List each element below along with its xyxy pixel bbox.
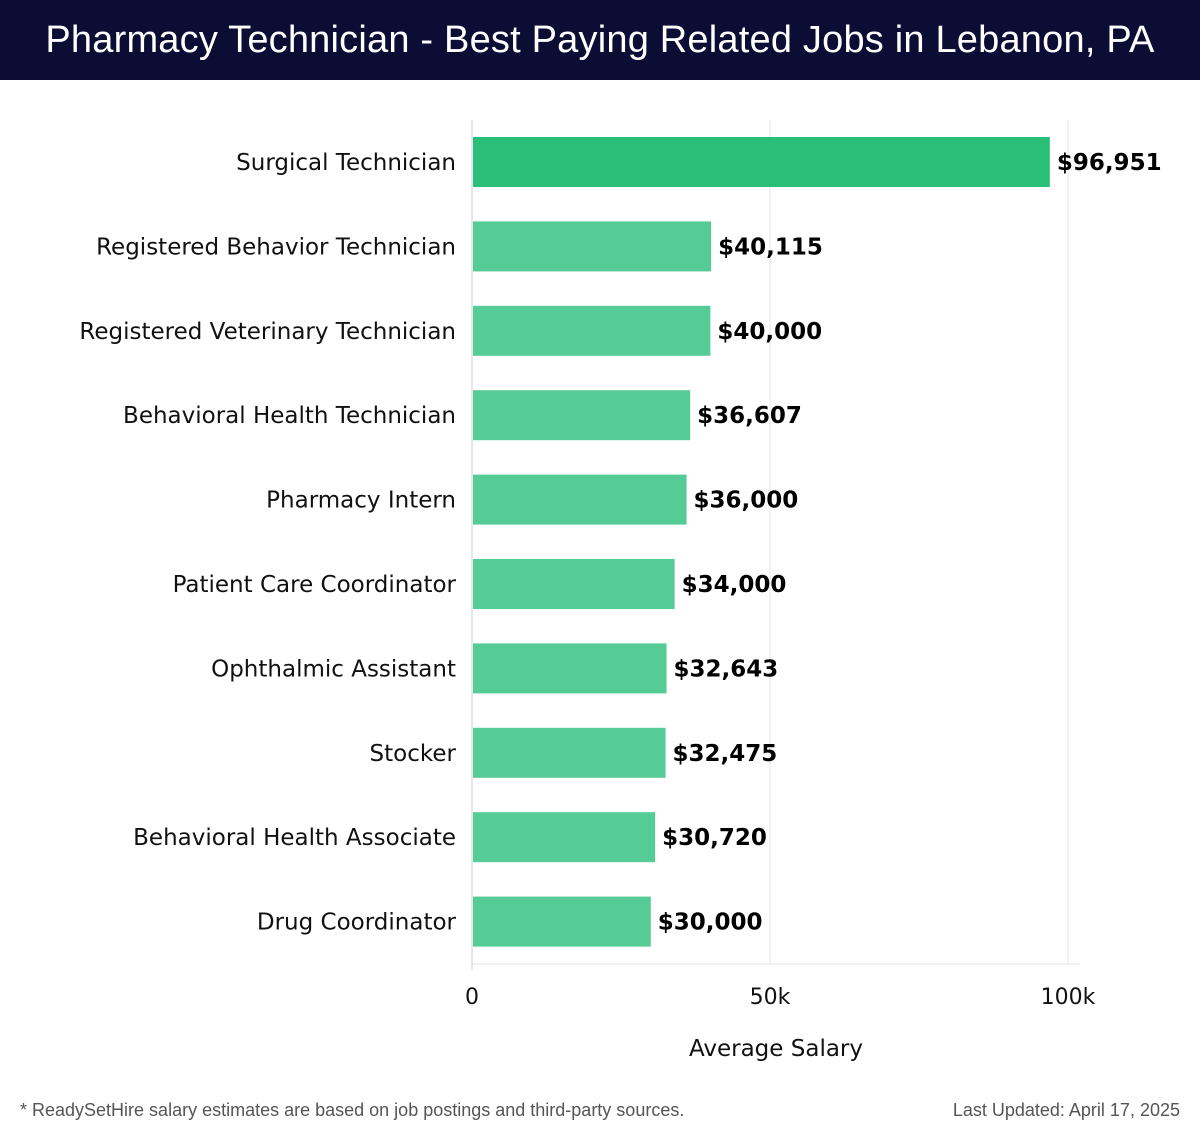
category-label-1: Surgical Technician (236, 150, 456, 176)
category-label-9: Behavioral Health Associate (133, 825, 456, 851)
chart-title: Pharmacy Technician - Best Paying Relate… (45, 18, 1155, 61)
x-tick-label-0: 0 (465, 985, 479, 1010)
bar-2 (473, 221, 712, 272)
category-label-5: Pharmacy Intern (266, 488, 456, 514)
bar-4 (473, 390, 691, 441)
category-label-6: Patient Care Coordinator (173, 572, 457, 598)
value-label-2: $40,115 (718, 234, 823, 260)
value-label-3: $40,000 (717, 319, 822, 345)
bar-7 (473, 643, 667, 694)
bar-6 (473, 559, 675, 609)
value-label-7: $32,643 (674, 656, 779, 682)
category-label-4: Behavioral Health Technician (123, 403, 456, 429)
category-label-2: Registered Behavior Technician (96, 234, 456, 260)
category-label-10: Drug Coordinator (257, 910, 457, 936)
chart-header: Pharmacy Technician - Best Paying Relate… (0, 0, 1200, 80)
bar-9 (473, 812, 656, 863)
bar-10 (473, 896, 651, 947)
value-label-1: $96,951 (1057, 150, 1162, 176)
footer-note: * ReadySetHire salary estimates are base… (20, 1100, 685, 1120)
category-label-3: Registered Veterinary Technician (79, 319, 456, 345)
x-tick-label-2: 100k (1041, 985, 1096, 1010)
bar-5 (473, 474, 687, 525)
value-label-8: $32,475 (673, 741, 778, 767)
category-label-7: Ophthalmic Assistant (211, 656, 456, 682)
value-label-4: $36,607 (697, 403, 802, 429)
value-label-5: $36,000 (694, 488, 799, 514)
category-label-8: Stocker (370, 741, 457, 767)
bar-3 (473, 305, 711, 356)
bar-chart: Surgical Technician $96,951 Registered Beh… (79, 120, 1162, 1062)
value-label-10: $30,000 (658, 910, 763, 936)
x-tick-label-1: 50k (750, 985, 791, 1010)
value-label-9: $30,720 (662, 825, 767, 851)
last-updated: Last Updated: April 17, 2025 (952, 1100, 1180, 1120)
x-axis-label: Average Salary (689, 1036, 863, 1062)
bar-1 (473, 137, 1050, 187)
bar-8 (473, 727, 666, 778)
value-label-6: $34,000 (682, 572, 787, 598)
